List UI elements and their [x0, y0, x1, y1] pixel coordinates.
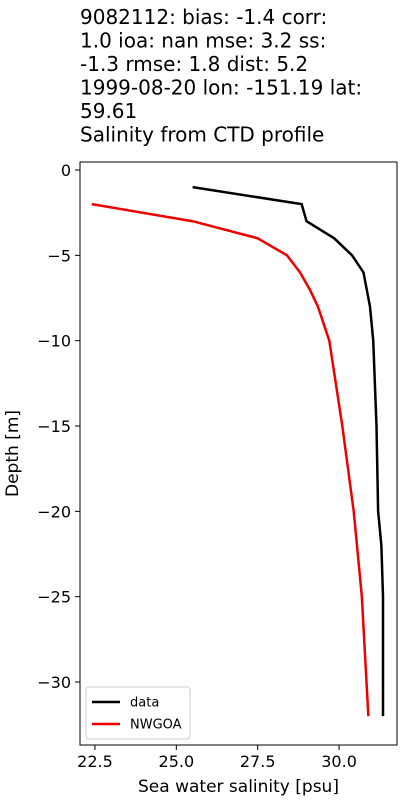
legend-label: NWGOA — [130, 718, 182, 733]
y-tick-label: 0 — [61, 161, 71, 180]
x-axis-label: Sea water salinity [psu] — [138, 777, 339, 797]
y-tick-label: −30 — [37, 673, 71, 692]
y-tick-label: −25 — [37, 588, 71, 607]
chart-title: -1.3 rmse: 1.8 dist: 5.2 — [80, 52, 308, 76]
x-tick-label: 22.5 — [77, 752, 113, 771]
y-tick-label: −5 — [47, 246, 71, 265]
plot-frame — [79, 161, 398, 746]
y-tick-label: −15 — [37, 417, 71, 436]
series-line — [192, 185, 385, 717]
legend-label: data — [130, 696, 159, 711]
y-axis-label: Depth [m] — [3, 410, 23, 497]
chart-title: 1.0 ioa: nan mse: 3.2 ss: — [80, 29, 326, 53]
chart-title: 59.61 — [80, 99, 137, 123]
x-tick-label: 25.0 — [159, 752, 195, 771]
y-tick-label: −20 — [37, 502, 71, 521]
x-tick-label: 27.5 — [240, 752, 276, 771]
chart-title: 1999-08-20 lon: -151.19 lat: — [80, 76, 362, 100]
y-tick-label: −10 — [37, 332, 71, 351]
x-tick-label: 30.0 — [321, 752, 357, 771]
chart-title: Salinity from CTD profile — [80, 123, 324, 147]
legend-box — [85, 686, 191, 740]
chart-title: 9082112: bias: -1.4 corr: — [80, 5, 327, 29]
series-line — [91, 202, 370, 717]
